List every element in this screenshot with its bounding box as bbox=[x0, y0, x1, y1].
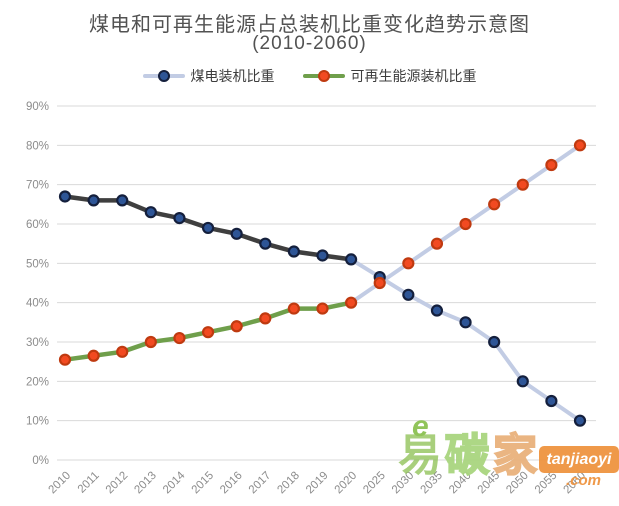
chart-legend: 煤电装机比重 可再生能源装机比重 bbox=[0, 66, 619, 86]
x-tick-label: 2060 bbox=[562, 470, 589, 497]
coal-data-point bbox=[287, 245, 300, 258]
renewable-data-point bbox=[516, 178, 529, 191]
renewable-data-point bbox=[402, 257, 415, 270]
x-tick-label: 2055 bbox=[533, 470, 560, 497]
x-tick-label: 2035 bbox=[418, 470, 445, 497]
coal-data-point bbox=[402, 288, 415, 301]
renewable-data-point bbox=[459, 217, 472, 231]
x-tick-label: 2025 bbox=[361, 470, 388, 497]
y-tick-label: 80% bbox=[26, 140, 49, 152]
x-tick-label: 2040 bbox=[447, 470, 474, 497]
renewable-data-point bbox=[345, 296, 358, 309]
x-tick-label: 2011 bbox=[76, 470, 102, 496]
chart-title: 煤电和可再生能源占总装机比重变化趋势示意图 bbox=[89, 14, 530, 36]
y-tick-label: 70% bbox=[26, 180, 49, 192]
coal-data-point bbox=[173, 212, 186, 225]
y-tick-label: 40% bbox=[26, 298, 49, 310]
coal-data-point bbox=[488, 335, 501, 349]
x-tick-label: 2020 bbox=[333, 470, 360, 497]
renewable-data-point bbox=[87, 349, 100, 362]
renewable-data-point bbox=[259, 312, 272, 325]
x-tick-label: 2017 bbox=[247, 470, 274, 497]
x-tick-label: 2015 bbox=[190, 470, 217, 497]
coal-data-point bbox=[259, 237, 272, 250]
chart-subtitle: (2010-2060) bbox=[252, 33, 367, 54]
renewable-legend-swatch bbox=[302, 69, 345, 83]
y-tick-label: 60% bbox=[26, 219, 49, 231]
coal-data-point bbox=[516, 375, 529, 388]
coal-data-point bbox=[345, 253, 358, 266]
renewable-data-point bbox=[430, 237, 444, 250]
renewable-data-point bbox=[144, 335, 157, 349]
legend-item-renewable: 可再生能源装机比重 bbox=[302, 66, 477, 86]
x-tick-label: 2019 bbox=[304, 470, 331, 497]
y-tick-label: 0% bbox=[32, 455, 49, 467]
coal-data-point bbox=[545, 394, 558, 408]
coal-data-point bbox=[430, 304, 444, 317]
x-tick-label: 2012 bbox=[104, 470, 131, 497]
y-tick-label: 90% bbox=[26, 101, 49, 113]
coal-legend-marker-icon bbox=[157, 70, 170, 82]
renewable-data-point bbox=[287, 302, 300, 315]
renewable-data-point bbox=[201, 326, 215, 339]
renewable-data-point bbox=[173, 331, 186, 345]
renewable-data-point bbox=[230, 320, 243, 333]
y-tick-label: 30% bbox=[26, 337, 49, 349]
coal-legend-swatch bbox=[142, 69, 185, 83]
x-tick-label: 2050 bbox=[504, 470, 531, 497]
renewable-legend-label: 可再生能源装机比重 bbox=[350, 68, 477, 84]
coal-data-point bbox=[316, 249, 329, 262]
legend-item-coal: 煤电装机比重 bbox=[142, 66, 275, 86]
coal-data-point bbox=[230, 227, 243, 240]
renewable-legend-marker-icon bbox=[317, 70, 330, 82]
y-tick-label: 50% bbox=[26, 258, 49, 270]
coal-data-point bbox=[58, 190, 72, 203]
y-tick-label: 20% bbox=[26, 376, 49, 388]
renewable-data-point bbox=[316, 302, 329, 315]
renewable-data-point bbox=[58, 353, 72, 366]
coal-data-point bbox=[459, 316, 472, 329]
x-tick-label: 2018 bbox=[275, 470, 302, 497]
coal-data-point bbox=[116, 194, 129, 207]
x-tick-label: 2045 bbox=[476, 470, 503, 497]
renewable-data-point bbox=[488, 198, 501, 211]
coal-legend-label: 煤电装机比重 bbox=[190, 68, 275, 84]
coal-data-point bbox=[144, 206, 157, 219]
x-tick-label: 2030 bbox=[390, 470, 417, 497]
x-tick-label: 2010 bbox=[47, 470, 74, 497]
renewable-data-point bbox=[116, 345, 129, 358]
renewable-data-point bbox=[545, 158, 558, 172]
x-tick-label: 2014 bbox=[161, 469, 188, 496]
coal-data-point bbox=[573, 414, 587, 427]
coal-data-point bbox=[201, 221, 215, 235]
x-tick-label: 2016 bbox=[218, 470, 245, 497]
coal-data-point bbox=[87, 194, 100, 207]
renewable-data-point bbox=[573, 139, 587, 152]
renewable-data-point bbox=[373, 276, 386, 290]
y-tick-label: 10% bbox=[26, 416, 49, 428]
x-tick-label: 2013 bbox=[132, 470, 159, 497]
